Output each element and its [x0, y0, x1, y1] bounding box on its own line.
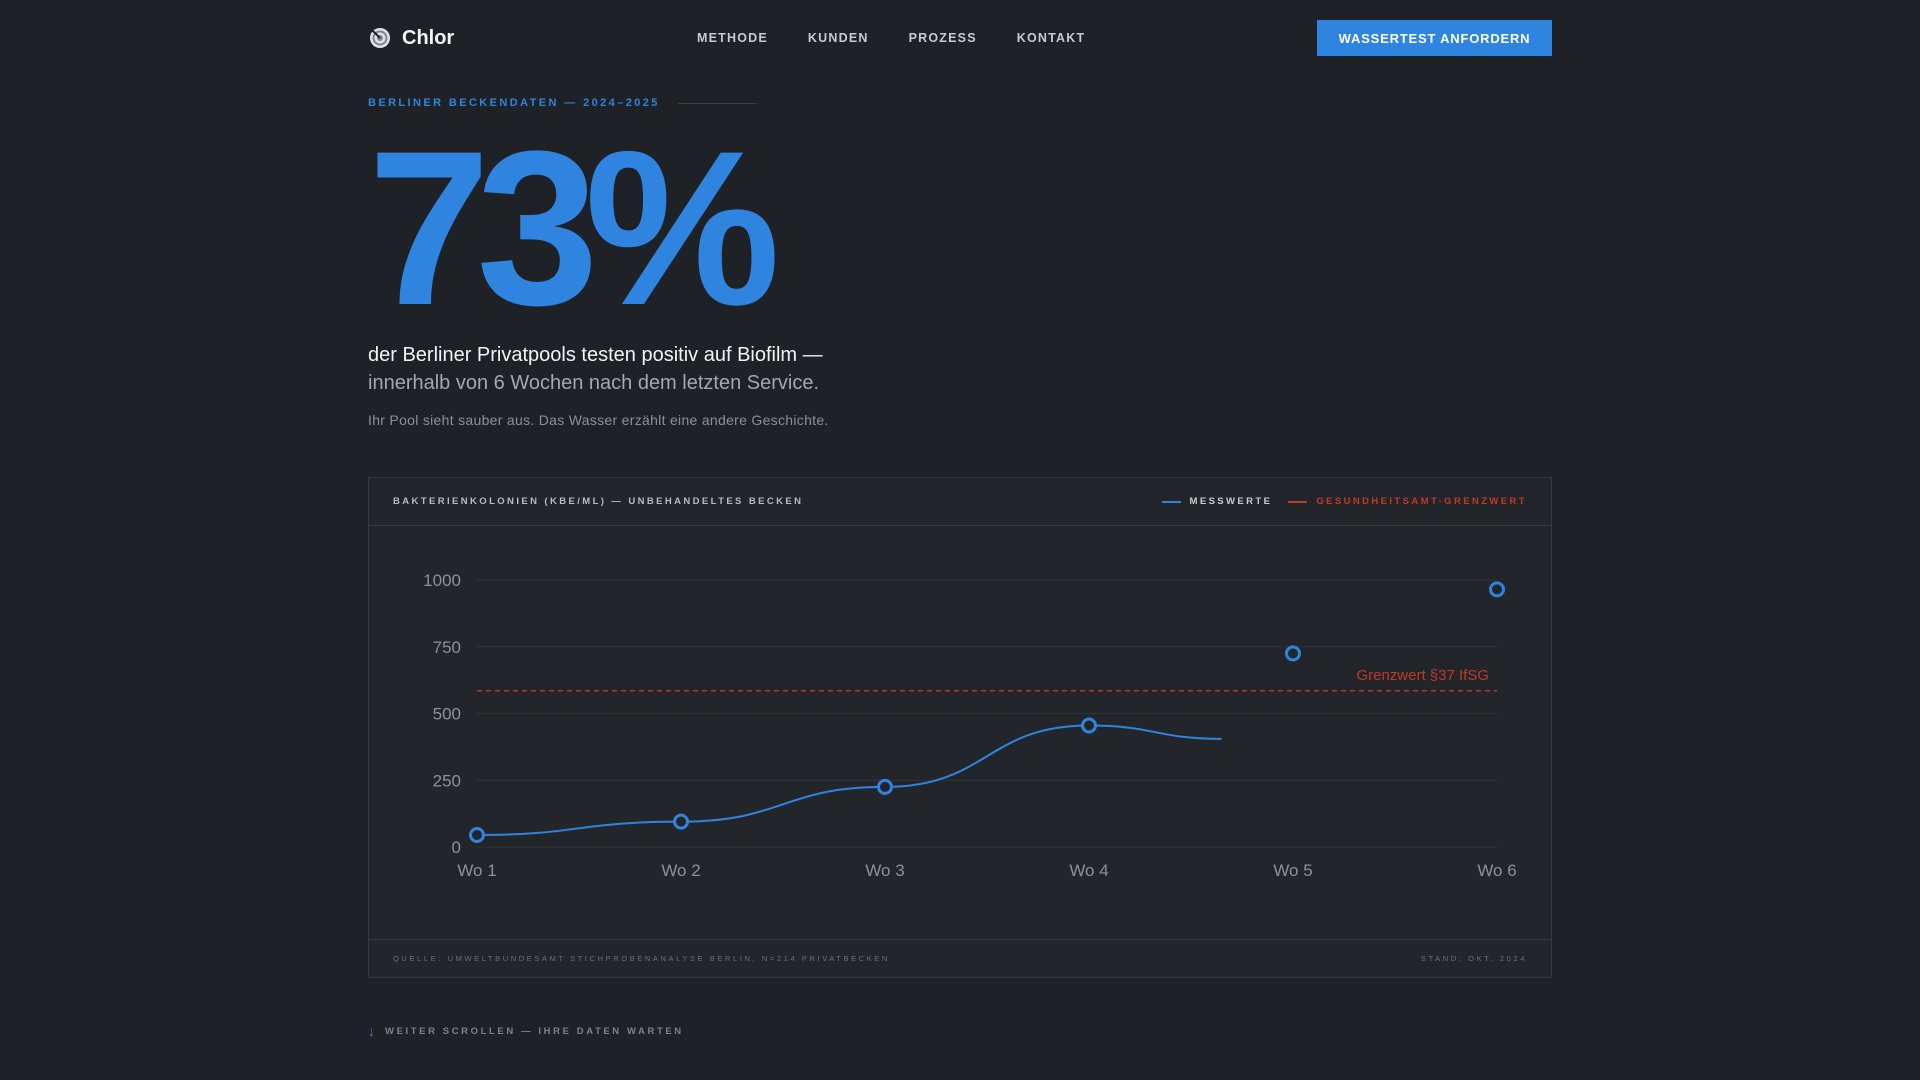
x-tick-label: Wo 4 — [1069, 861, 1108, 880]
chart-legend: MESSWERTE GESUNDHEITSAMT-GRENZWERT — [1161, 496, 1527, 507]
data-point — [673, 813, 689, 830]
legend-swatch-measured — [1161, 500, 1181, 503]
scroll-hint[interactable]: ↓ WEITER SCROLLEN — IHRE DATEN WARTEN — [368, 1023, 684, 1039]
data-point — [1489, 581, 1505, 598]
data-point — [469, 826, 485, 843]
hero-lead-line-2: innerhalb von 6 Wochen nach dem letzten … — [368, 372, 820, 394]
hero-stat: 73% — [368, 105, 780, 351]
y-tick-label: 0 — [452, 838, 461, 857]
y-tick-label: 1000 — [423, 571, 461, 590]
chart-card: BAKTERIENKOLONIEN (KBE/ML) — UNBEHANDELT… — [368, 477, 1552, 978]
legend-swatch-limit — [1288, 500, 1308, 503]
hero-subline: Ihr Pool sieht sauber aus. Das Wasser er… — [368, 412, 829, 428]
x-tick-label: Wo 2 — [661, 861, 700, 880]
nav-item-kunden[interactable]: KUNDEN — [807, 31, 869, 45]
legend-item-measured: MESSWERTE — [1161, 496, 1273, 507]
chart-title: BAKTERIENKOLONIEN (KBE/ML) — UNBEHANDELT… — [393, 496, 804, 507]
brand-name: Chlor — [402, 26, 455, 49]
arrow-down-icon: ↓ — [368, 1023, 375, 1039]
x-tick-label: Wo 1 — [457, 861, 496, 880]
x-tick-label: Wo 3 — [865, 861, 904, 880]
legend-label-measured: MESSWERTE — [1189, 496, 1273, 507]
x-tick-label: Wo 5 — [1273, 861, 1312, 880]
bacteria-chart: 0 250 500 750 1000 Wo 1 Wo 2 Wo 3 Wo 4 Wo 5 Wo 6 Gr… — [423, 571, 1517, 880]
limit-line-label: Grenzwert §37 IfSG — [1356, 667, 1489, 684]
data-point — [1081, 717, 1097, 734]
nav-item-kontakt[interactable]: KONTAKT — [1016, 31, 1086, 45]
eyebrow-text: BERLINER BECKENDATEN — 2024–2025 — [368, 97, 660, 109]
request-water-test-button[interactable]: WASSERTEST ANFORDERN — [1317, 20, 1552, 56]
y-tick-label: 500 — [433, 705, 461, 724]
y-tick-label: 750 — [433, 638, 461, 657]
hero-lead-line-1: der Berliner Privatpools testen positiv … — [368, 344, 823, 366]
hero-eyebrow: BERLINER BECKENDATEN — 2024–2025 — [368, 97, 756, 109]
nav-item-prozess[interactable]: PROZESS — [908, 31, 977, 45]
nav-item-methode[interactable]: METHODE — [697, 31, 768, 45]
data-point — [877, 778, 893, 795]
main-nav: METHODE KUNDEN PROZESS KONTAKT — [697, 31, 1085, 45]
chlor-logo-icon — [370, 28, 390, 48]
chart-date: STAND: OKT. 2024 — [1420, 954, 1527, 963]
data-point — [1285, 645, 1301, 662]
eyebrow-rule — [677, 102, 756, 104]
chart-source: QUELLE: UMWELTBUNDESAMT STICHPROBENANALY… — [393, 954, 890, 963]
chart-card-footer: QUELLE: UMWELTBUNDESAMT STICHPROBENANALY… — [369, 939, 1551, 977]
site-header: Chlor METHODE KUNDEN PROZESS KONTAKT WAS… — [368, 20, 1552, 56]
chart-card-header: BAKTERIENKOLONIEN (KBE/ML) — UNBEHANDELT… — [369, 478, 1551, 526]
legend-item-limit: GESUNDHEITSAMT-GRENZWERT — [1288, 496, 1527, 507]
brand-logo[interactable]: Chlor — [368, 26, 454, 50]
legend-label-limit: GESUNDHEITSAMT-GRENZWERT — [1316, 496, 1527, 507]
x-tick-label: Wo 6 — [1477, 861, 1516, 880]
y-tick-label: 250 — [433, 771, 461, 790]
scroll-hint-label: WEITER SCROLLEN — IHRE DATEN WARTEN — [385, 1025, 684, 1037]
